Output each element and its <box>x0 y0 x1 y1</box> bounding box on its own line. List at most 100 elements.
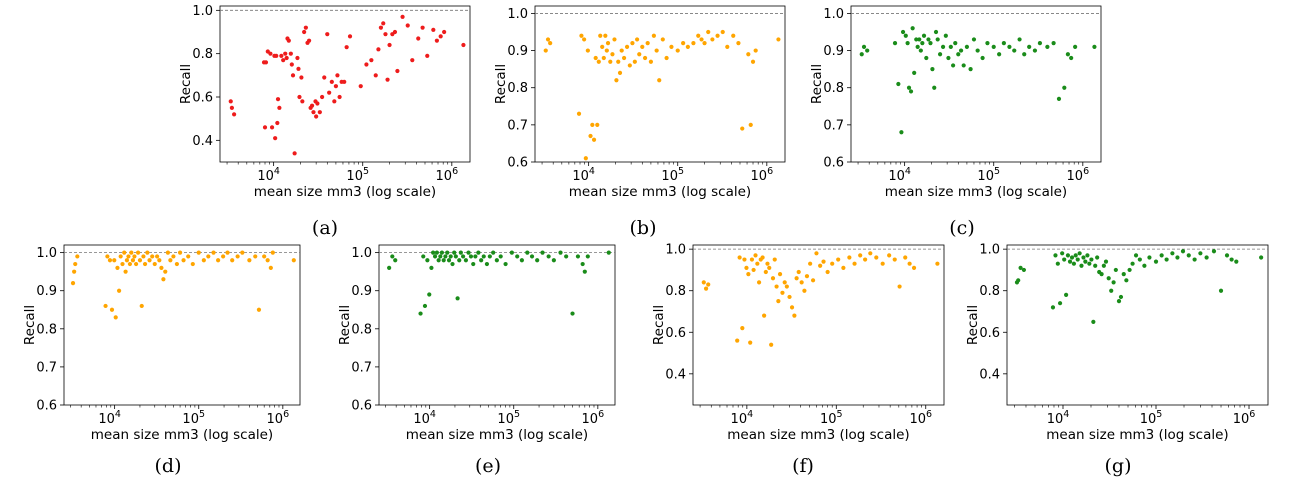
data-point <box>1056 96 1062 101</box>
data-point <box>1021 267 1027 273</box>
x-tick-label: 104 <box>888 166 911 184</box>
data-point <box>230 258 235 263</box>
data-point <box>654 48 659 53</box>
data-point <box>1224 253 1230 258</box>
x-tick-label: 106 <box>582 409 605 427</box>
data-point <box>288 51 293 56</box>
x-tick-base: 10 <box>909 412 926 427</box>
data-point <box>932 85 937 90</box>
y-tick-label: 0.9 <box>36 284 57 299</box>
plot-frame <box>378 244 616 406</box>
data-point <box>774 284 779 289</box>
data-point <box>863 257 868 262</box>
data-point <box>123 269 128 274</box>
data-point <box>619 48 624 53</box>
data-point <box>740 126 745 131</box>
x-tick-label: 106 <box>751 166 774 184</box>
data-point <box>918 48 923 53</box>
data-point <box>933 29 939 35</box>
data-point <box>645 41 650 46</box>
x-axis-label: mean size mm3 (log scale) <box>727 427 909 443</box>
data-point <box>921 33 927 38</box>
data-point <box>796 269 801 275</box>
data-point <box>461 254 466 259</box>
data-point <box>1067 259 1073 264</box>
data-point <box>610 52 615 57</box>
data-point <box>777 271 783 277</box>
data-point <box>322 75 327 80</box>
data-point <box>600 44 605 49</box>
y-tick-label: 0.8 <box>979 284 1000 299</box>
data-point <box>450 261 455 267</box>
x-axis-label: mean size mm3 (log scale) <box>254 184 436 200</box>
data-point <box>582 37 587 42</box>
data-point <box>590 122 595 127</box>
data-point <box>118 254 123 259</box>
data-point <box>376 47 381 52</box>
data-point <box>1091 319 1096 324</box>
data-point <box>535 258 540 263</box>
data-point <box>787 294 792 300</box>
data-point <box>1204 255 1209 260</box>
x-tick-exponent: 6 <box>598 409 604 420</box>
data-point <box>1057 301 1063 306</box>
data-point <box>770 276 776 281</box>
data-point <box>139 303 144 309</box>
data-point <box>163 269 168 274</box>
panel-caption: (f) <box>792 455 814 477</box>
data-point <box>168 258 173 263</box>
data-point <box>332 99 337 104</box>
x-axis-label: mean size mm3 (log scale) <box>885 184 1067 200</box>
x-tick-label: 104 <box>98 409 121 427</box>
data-point <box>421 254 426 259</box>
data-point <box>270 250 275 255</box>
data-point <box>1170 251 1175 256</box>
data-point <box>558 250 563 255</box>
data-point <box>425 258 430 263</box>
data-point <box>525 250 530 255</box>
y-tick-label: 0.7 <box>351 360 372 375</box>
x-tick-exponent: 4 <box>274 166 280 177</box>
data-point <box>608 59 613 64</box>
y-axis-label: Recall <box>493 64 509 104</box>
x-tick-label: 105 <box>820 409 843 427</box>
x-tick-label: 104 <box>572 166 595 184</box>
y-tick-label: 1.0 <box>823 7 844 22</box>
y-tick-label: 0.8 <box>351 322 372 337</box>
data-point <box>314 114 319 119</box>
data-point <box>782 280 787 285</box>
data-point <box>591 137 597 142</box>
data-point <box>206 254 211 259</box>
data-point <box>1218 288 1224 293</box>
data-point <box>291 258 296 263</box>
data-point <box>225 250 230 255</box>
data-point <box>997 52 1002 57</box>
data-point <box>277 105 282 110</box>
data-point <box>746 271 751 277</box>
data-point <box>1101 263 1106 268</box>
data-point <box>596 59 601 64</box>
y-tick-label: 0.6 <box>979 326 1000 341</box>
data-point <box>418 311 423 316</box>
data-point <box>479 258 484 263</box>
data-point <box>899 130 904 135</box>
data-point <box>657 78 662 83</box>
data-point <box>753 48 758 53</box>
data-point <box>286 38 291 43</box>
data-point <box>914 37 919 42</box>
data-point <box>737 255 742 260</box>
x-tick-base: 10 <box>572 169 589 184</box>
data-point <box>760 255 765 260</box>
data-point <box>115 265 120 270</box>
data-point <box>648 59 654 64</box>
data-point <box>701 280 706 285</box>
data-point <box>861 44 867 49</box>
data-point <box>1081 255 1086 260</box>
data-point <box>720 29 725 35</box>
data-point <box>751 267 756 273</box>
y-tick-label: 0.6 <box>507 156 528 171</box>
data-point <box>498 254 503 259</box>
